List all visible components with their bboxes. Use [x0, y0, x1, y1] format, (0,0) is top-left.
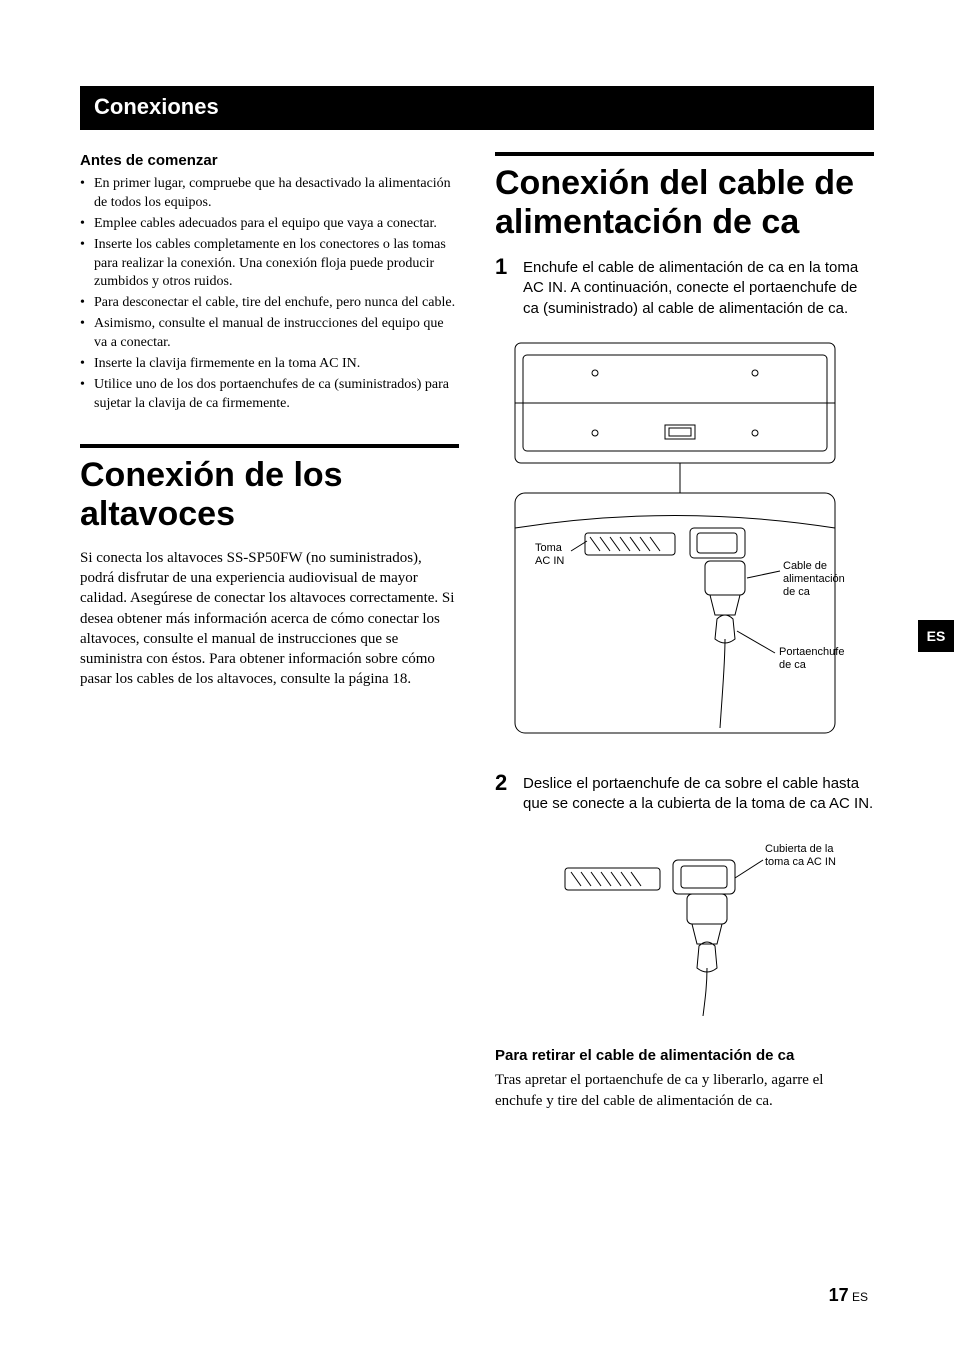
step-number: 1 [495, 256, 513, 319]
label-porta-l1: Portaenchufe [779, 646, 844, 658]
label-cable-l1: Cable de [783, 560, 827, 572]
remove-heading: Para retirar el cable de alimentación de… [495, 1047, 874, 1064]
diagram-plug-cover: Cubierta de la toma ca AC IN [495, 828, 874, 1023]
remove-paragraph: Tras apretar el portaenchufe de ca y lib… [495, 1070, 874, 1111]
step-1: 1 Enchufe el cable de alimentación de ca… [495, 256, 874, 319]
label-toma-l2: AC IN [535, 555, 564, 567]
label-cable-l3: de ca [783, 586, 811, 598]
power-heading: Conexión del cable de alimentación de ca [495, 164, 874, 242]
bullet: Emplee cables adecuados para el equipo q… [80, 215, 459, 234]
speakers-heading: Conexión de los altavoces [80, 456, 459, 534]
bullet: En primer lugar, compruebe que ha desact… [80, 175, 459, 213]
before-heading: Antes de comenzar [80, 152, 459, 169]
step-text: Enchufe el cable de alimentación de ca e… [523, 256, 874, 319]
label-toma-l1: Toma [535, 542, 563, 554]
left-column: Antes de comenzar En primer lugar, compr… [80, 152, 459, 1125]
step-text: Deslice el portaenchufe de ca sobre el c… [523, 772, 874, 815]
section-header: Conexiones [80, 86, 874, 130]
step-number: 2 [495, 772, 513, 815]
page-lang: ES [852, 1290, 868, 1304]
diagram-ac-connection: Toma AC IN Cable de alimentación de ca P… [495, 333, 874, 748]
label-cable-l2: alimentación [783, 573, 845, 585]
bullet: Inserte los cables completamente en los … [80, 236, 459, 293]
rule [495, 152, 874, 156]
before-bullets: En primer lugar, compruebe que ha desact… [80, 175, 459, 414]
bullet: Para desconectar el cable, tire del ench… [80, 294, 459, 313]
label-cubierta-l2: toma ca AC IN [765, 856, 836, 868]
right-column: Conexión del cable de alimentación de ca… [495, 152, 874, 1125]
bullet: Utilice uno de los dos portaenchufes de … [80, 376, 459, 414]
bullet: Inserte la clavija firmemente en la toma… [80, 355, 459, 374]
language-tab: ES [918, 620, 954, 652]
page-number: 17 [829, 1285, 849, 1305]
bullet: Asimismo, consulte el manual de instrucc… [80, 315, 459, 353]
speakers-paragraph: Si conecta los altavoces SS-SP50FW (no s… [80, 548, 459, 690]
rule [80, 444, 459, 448]
label-cubierta-l1: Cubierta de la [765, 843, 834, 855]
label-porta-l2: de ca [779, 659, 807, 671]
page-footer: 17 ES [829, 1285, 868, 1306]
step-2: 2 Deslice el portaenchufe de ca sobre el… [495, 772, 874, 815]
